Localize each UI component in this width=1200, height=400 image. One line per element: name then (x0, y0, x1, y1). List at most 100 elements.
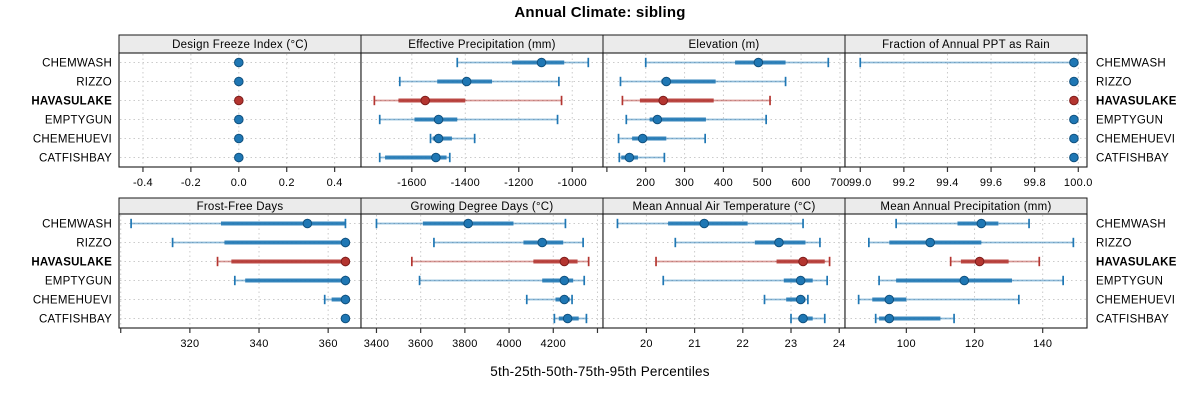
axis-tick-label: 99.4 (936, 177, 958, 189)
series-catfishbay (618, 152, 666, 163)
median-dot (340, 313, 351, 324)
series-emptygun (878, 275, 1064, 286)
series-chemehuevi (525, 294, 573, 305)
series-chemwash (375, 218, 567, 229)
series-rizzo (1069, 76, 1079, 87)
series-chemwash (859, 57, 1079, 68)
axis-tick-label: 500 (753, 177, 772, 189)
axis-tick-label: -1200 (504, 177, 533, 189)
strip-title: Growing Degree Days (°C) (411, 201, 554, 213)
series-chemehuevi (234, 133, 244, 144)
median-dot (1069, 114, 1079, 125)
panel-growing-degree-days-c: Growing Degree Days (°C) 3400 3600 3800 4000… (360, 197, 604, 350)
series-rizzo (433, 237, 584, 248)
strip-title: Mean Annual Air Temperature (°C) (632, 201, 815, 213)
axis-tick-label: 120 (965, 338, 984, 350)
median-dot (537, 237, 548, 248)
station-label-left: RIZZO (76, 77, 112, 89)
series-chemwash (644, 57, 830, 68)
panel-frost-free-days: Frost-Free Days 320 340 360 (118, 197, 362, 350)
median-dot (1069, 133, 1079, 144)
axis-tick-label: 0.2 (279, 177, 295, 189)
series-havasulake (234, 95, 244, 106)
median-dot (234, 57, 244, 68)
series-havasulake (216, 256, 351, 267)
median-dot (652, 114, 663, 125)
median-dot (624, 152, 635, 163)
axis-tick-label: 20 (640, 338, 653, 350)
series-rizzo (234, 76, 244, 87)
median-dot (340, 294, 351, 305)
panel-effective-precipitation-mm: Effective Precipitation (mm) -1600 -1400 -1… (360, 34, 604, 189)
series-emptygun (625, 114, 767, 125)
median-dot (234, 133, 244, 144)
median-dot (884, 294, 895, 305)
station-label-left: HAVASULAKE (31, 96, 112, 108)
median-dot (340, 275, 351, 286)
series-rizzo (619, 76, 787, 87)
median-dot (559, 256, 570, 267)
axis-tick-label: 100.0 (1064, 177, 1093, 189)
median-dot (234, 76, 244, 87)
station-label-right: EMPTYGUN (1096, 115, 1163, 127)
panel-box (602, 213, 846, 329)
axis-tick-label: 300 (675, 177, 694, 189)
station-label-left: HAVASULAKE (31, 257, 112, 269)
station-label-right: CHEMWASH (1096, 219, 1166, 231)
station-label-left: CHEMEHUEVI (33, 295, 112, 307)
station-label-right: HAVASULAKE (1096, 257, 1177, 269)
axis-tick-label: 3400 (364, 338, 389, 350)
axis-tick-label: 99.0 (849, 177, 871, 189)
series-catfishbay (234, 152, 244, 163)
series-havasulake (410, 256, 590, 267)
series-rizzo (398, 76, 560, 87)
series-catfishbay (340, 313, 351, 324)
median-dot (798, 313, 808, 324)
median-dot (884, 313, 895, 324)
station-label-left: CHEMWASH (42, 219, 112, 231)
series-rizzo (674, 237, 821, 248)
panel-box (360, 52, 604, 168)
series-catfishbay (553, 313, 588, 324)
axis-tick-label: 100 (897, 338, 916, 350)
panel-box (602, 52, 846, 168)
axis-tick-label: 22 (736, 338, 749, 350)
median-dot (1069, 76, 1079, 87)
median-dot (463, 218, 473, 229)
station-label-right: RIZZO (1096, 77, 1132, 89)
series-chemwash (895, 218, 1030, 229)
series-chemwash (234, 57, 244, 68)
median-dot (420, 95, 430, 106)
axis-tick-label: 400 (714, 177, 733, 189)
panel-elevation-m: Elevation (m) 200 300 400 500 600 700 (602, 34, 849, 189)
panel-mean-annual-precipitation-mm: Mean Annual Precipitation (mm) 100 120 140 (844, 197, 1088, 350)
median-dot (431, 152, 441, 163)
station-label-left: CATFISHBAY (39, 314, 112, 326)
panel-mean-annual-air-temperature-c: Mean Annual Air Temperature (°C) 20 21 22 23… (602, 197, 846, 350)
median-dot (637, 133, 648, 144)
panel-box (118, 52, 362, 168)
panel-design-freeze-index-c: Design Freeze Index (°C) -0.4 -0.2 0.0 0.2 0.… (118, 34, 362, 189)
median-dot (1069, 95, 1079, 106)
axis-tick-label: 340 (249, 338, 268, 350)
median-dot (774, 237, 784, 248)
axis-tick-label: 360 (319, 338, 338, 350)
station-label-right: RIZZO (1096, 238, 1132, 250)
series-rizzo (171, 237, 351, 248)
series-chemwash (456, 57, 590, 68)
station-label-right: CHEMEHUEVI (1096, 134, 1175, 146)
median-dot (562, 313, 573, 324)
series-havasulake (1069, 95, 1079, 106)
axis-tick-label: -1400 (451, 177, 480, 189)
axis-tick-label: 600 (792, 177, 811, 189)
median-dot (559, 275, 570, 286)
axis-tick-label: 3600 (408, 338, 433, 350)
axis-tick-label: 200 (636, 177, 655, 189)
x-axis-label: 5th-25th-50th-75th-95th Percentiles (490, 364, 710, 379)
median-dot (974, 256, 985, 267)
series-emptygun (1069, 114, 1079, 125)
panel-box (360, 213, 604, 329)
median-dot (798, 256, 808, 267)
station-label-left: CHEMEHUEVI (33, 134, 112, 146)
